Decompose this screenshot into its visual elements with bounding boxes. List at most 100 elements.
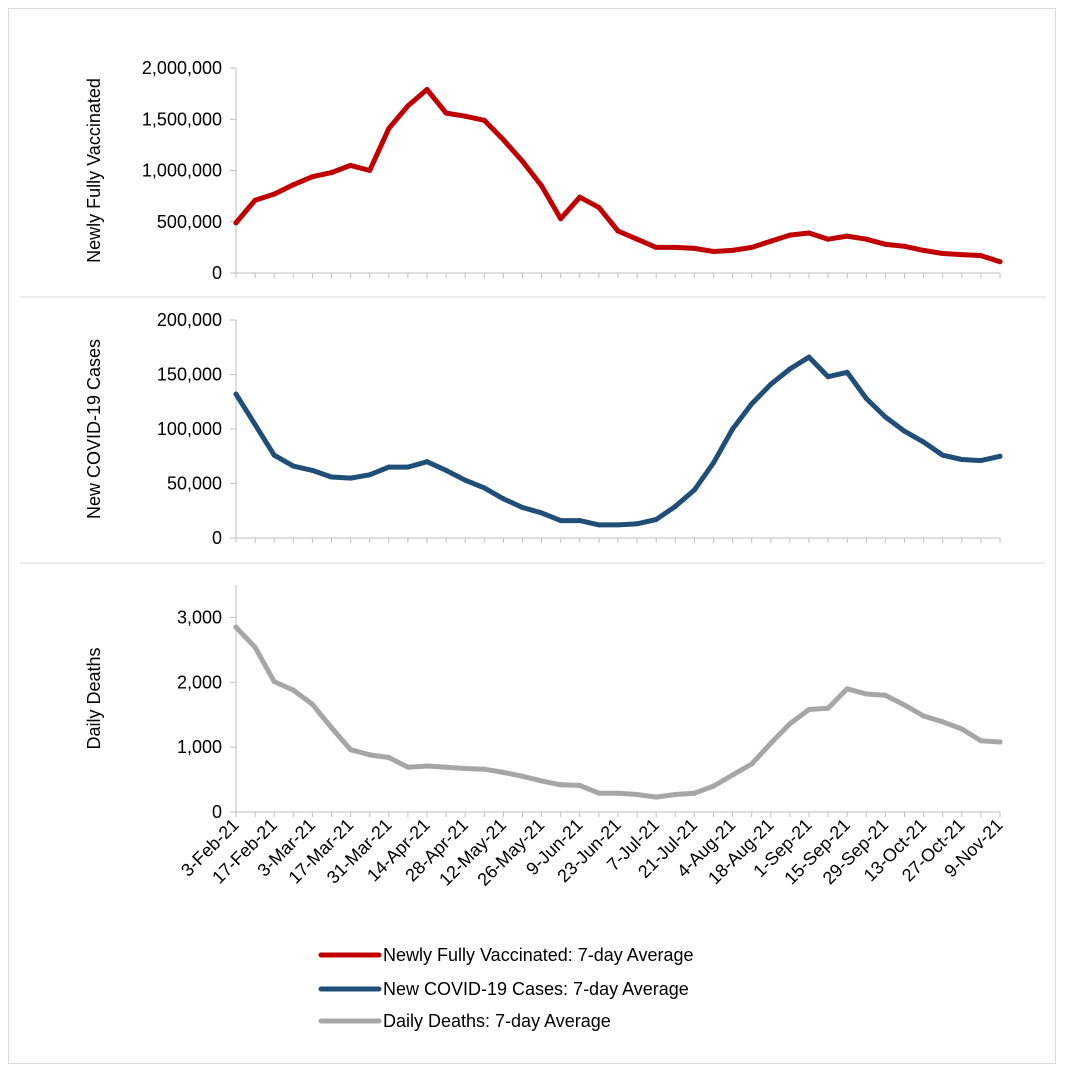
data-point-vaccinated <box>978 253 984 259</box>
data-point-deaths <box>806 707 812 712</box>
data-point-vaccinated <box>806 230 812 236</box>
data-point-vaccinated <box>653 244 659 250</box>
data-point-cases <box>271 452 277 458</box>
data-point-cases <box>577 518 583 524</box>
y-tick-label: 50,000 <box>167 474 222 494</box>
data-point-cases <box>481 485 487 491</box>
data-point-cases <box>691 487 697 493</box>
data-point-cases <box>882 414 888 420</box>
data-point-cases <box>348 475 354 481</box>
data-point-deaths <box>940 719 946 725</box>
data-point-deaths <box>329 725 334 731</box>
y-tick-label: 500,000 <box>157 212 222 232</box>
data-point-cases <box>405 464 411 470</box>
data-point-cases <box>997 453 1003 459</box>
data-point-cases <box>844 369 850 375</box>
data-point-vaccinated <box>634 236 640 242</box>
series-line-vaccinated <box>233 87 1003 265</box>
data-point-deaths <box>577 782 583 788</box>
data-point-vaccinated <box>443 110 449 116</box>
data-point-vaccinated <box>902 243 907 249</box>
data-point-cases <box>520 505 525 510</box>
data-point-deaths <box>596 790 602 796</box>
data-point-vaccinated <box>424 87 430 92</box>
data-point-vaccinated <box>940 251 946 256</box>
data-point-deaths <box>558 782 564 788</box>
panel-cases: 0 50,000 100,000 150,000 200,000 New COVID-19… <box>84 310 1003 548</box>
data-point-cases <box>596 522 602 528</box>
y-tick-label: 150,000 <box>157 365 222 385</box>
data-point-vaccinated <box>348 162 354 168</box>
data-point-vaccinated <box>233 220 239 226</box>
data-point-deaths <box>367 752 373 758</box>
data-point-cases <box>329 474 334 480</box>
data-point-vaccinated <box>290 182 296 188</box>
legend-entry: New COVID-19 Cases: 7-day Average <box>318 979 689 999</box>
y-tick-label: 100,000 <box>157 419 222 439</box>
data-point-vaccinated <box>252 197 258 203</box>
data-point-deaths <box>520 773 525 779</box>
data-point-vaccinated <box>309 174 315 180</box>
data-point-cases <box>386 464 392 470</box>
chart-frame <box>8 8 1056 1064</box>
data-point-cases <box>730 426 736 432</box>
y-tick-label: 0 <box>212 528 222 548</box>
y-tick-label: 0 <box>212 263 222 283</box>
data-point-vaccinated <box>768 238 774 244</box>
data-point-deaths <box>290 687 296 693</box>
data-point-deaths <box>653 794 659 800</box>
data-point-vaccinated <box>730 247 736 253</box>
data-point-cases <box>443 467 449 473</box>
data-point-vaccinated <box>787 232 793 238</box>
data-point-deaths <box>749 761 755 767</box>
data-point-cases <box>309 467 315 473</box>
data-point-deaths <box>348 747 354 753</box>
data-point-vaccinated <box>672 244 678 250</box>
legend-entry: Daily Deaths: 7-day Average <box>318 1011 611 1031</box>
data-point-cases <box>233 391 239 397</box>
data-point-deaths <box>634 792 640 797</box>
data-point-cases <box>653 517 659 522</box>
panel-vaccinated: 0 500,000 1,000,000 1,500,000 2,000,000 Newly… <box>84 58 1003 283</box>
y-axis-title: New COVID-19 Cases <box>84 339 104 519</box>
data-point-vaccinated <box>691 245 697 251</box>
data-point-cases <box>367 472 373 478</box>
data-point-cases <box>787 366 793 372</box>
data-point-deaths <box>768 740 774 746</box>
data-point-cases <box>959 457 965 462</box>
data-point-deaths <box>959 726 965 732</box>
data-point-cases <box>252 422 258 428</box>
data-point-vaccinated <box>997 259 1003 265</box>
chart-panels: 0 500,000 1,000,000 1,500,000 2,000,000 Newly… <box>20 58 1045 822</box>
data-point-deaths <box>902 702 907 708</box>
y-tick-label: 1,500,000 <box>142 109 222 129</box>
data-point-vaccinated <box>959 252 965 258</box>
data-point-vaccinated <box>329 170 334 176</box>
data-point-deaths <box>539 778 545 784</box>
x-axis-labels: 3-Feb-2117-Feb-213-Mar-2117-Mar-2131-Mar… <box>177 815 1007 890</box>
data-point-cases <box>634 521 640 527</box>
data-point-vaccinated <box>577 194 583 200</box>
data-point-deaths <box>787 721 793 727</box>
y-tick-label: 2,000,000 <box>142 58 222 78</box>
legend-label: Newly Fully Vaccinated: 7-day Average <box>383 945 694 965</box>
y-tick-label: 0 <box>212 802 222 822</box>
data-point-deaths <box>672 792 678 797</box>
data-point-cases <box>711 460 716 466</box>
data-point-vaccinated <box>405 103 411 109</box>
data-point-deaths <box>443 764 449 770</box>
data-point-cases <box>863 396 869 401</box>
data-point-deaths <box>309 701 315 707</box>
data-point-cases <box>825 374 831 380</box>
data-point-vaccinated <box>539 183 545 189</box>
data-point-cases <box>615 522 621 528</box>
y-tick-label: 200,000 <box>157 310 222 330</box>
y-axis-title: Daily Deaths <box>84 647 104 749</box>
series-line-cases <box>233 354 1003 528</box>
data-point-vaccinated <box>462 113 468 119</box>
data-point-cases <box>921 439 927 445</box>
data-point-deaths <box>825 705 831 711</box>
data-point-vaccinated <box>863 236 869 242</box>
y-tick-label: 1,000 <box>177 737 222 757</box>
data-point-deaths <box>481 766 487 772</box>
